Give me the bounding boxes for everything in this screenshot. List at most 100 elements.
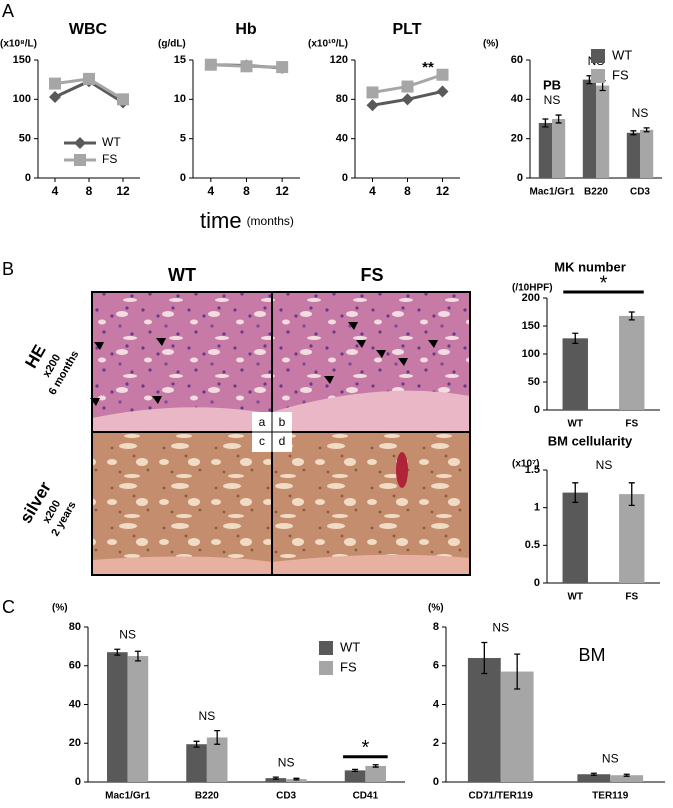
bar: [552, 119, 566, 178]
annotation: *: [361, 737, 369, 759]
y-tick-label: 0: [180, 172, 186, 184]
annotation: NS: [544, 93, 561, 107]
y-tick-label: 100: [13, 93, 31, 105]
bar: [500, 671, 534, 782]
y-tick-label: 1.5: [525, 464, 540, 476]
y-tick-label: 120: [330, 54, 348, 66]
x-tick-label: 4: [369, 184, 376, 198]
legend-label: WT: [612, 47, 632, 62]
panel-label: A: [2, 1, 14, 21]
marker: [49, 90, 61, 103]
x-tick-label: 12: [275, 184, 289, 198]
x-tick-label: CD3: [276, 791, 296, 802]
marker: [276, 61, 289, 74]
error-bar: [542, 118, 549, 128]
error-bar: [114, 648, 121, 656]
error-bar: [555, 114, 562, 124]
x-tick-label: 8: [243, 184, 250, 198]
tile-label: c: [259, 434, 265, 448]
legend-swatch: [591, 49, 605, 63]
legend-label: FS: [102, 152, 117, 166]
y-tick-label: 60: [69, 660, 81, 672]
bar: [577, 774, 611, 782]
bone: [92, 556, 272, 575]
x-tick-label: 8: [86, 184, 93, 198]
annotation: NS: [119, 627, 136, 641]
marker: [240, 60, 253, 73]
y-tick-label: 0: [517, 172, 523, 184]
bone: [272, 390, 470, 432]
bar: [610, 775, 644, 782]
x-tick-label: FS: [625, 592, 638, 603]
error-bar: [628, 482, 635, 507]
annotation: NS: [199, 709, 216, 723]
row-label: silver x200 2 years: [16, 478, 79, 538]
y-unit: (/10HPF): [512, 283, 553, 294]
x-tick-label: WT: [567, 419, 583, 430]
x-axis-title-main: time: [200, 208, 242, 233]
column-header: FS: [360, 265, 383, 285]
x-tick-label: 8: [404, 184, 411, 198]
y-unit: (x10⁷): [512, 459, 539, 470]
bar: [626, 132, 640, 178]
x-tick-label: Mac1/Gr1: [105, 791, 150, 802]
x-tick-label: 12: [436, 184, 450, 198]
marker: [83, 72, 95, 85]
x-tick-label: CD3: [630, 187, 650, 198]
marker: [366, 86, 379, 99]
marker: [117, 93, 129, 106]
y-tick-label: 1: [534, 502, 540, 514]
legend-swatch: [319, 641, 333, 655]
chart-title: Hb: [235, 21, 257, 38]
error-bar: [514, 653, 521, 690]
annotation: NS: [632, 106, 649, 120]
annotation: **: [422, 59, 434, 76]
y-tick-label: 150: [13, 54, 31, 66]
marker: [204, 58, 217, 71]
x-tick-label: B220: [195, 791, 219, 802]
y-tick-label: 2: [433, 737, 439, 749]
y-tick-label: 80: [69, 621, 81, 633]
annotation: NS: [492, 621, 509, 635]
y-tick-label: 80: [336, 93, 348, 105]
bar: [582, 79, 596, 178]
vessel: [396, 452, 408, 488]
error-bar: [293, 777, 300, 781]
y-tick-label: 0: [534, 577, 540, 589]
bar: [596, 85, 610, 178]
marker: [401, 80, 414, 93]
y-tick-label: 20: [69, 737, 81, 749]
legend-label: FS: [612, 67, 629, 82]
y-tick-label: 10: [174, 93, 186, 105]
annotation: NS: [278, 755, 295, 769]
bar: [107, 652, 128, 782]
panel-label: B: [2, 259, 14, 279]
row-label: HE x200 6 months: [21, 342, 81, 398]
x-axis-title-unit: (months): [247, 214, 294, 228]
marker: [436, 85, 449, 98]
error-bar: [193, 740, 200, 748]
y-tick-label: 4: [433, 698, 440, 710]
bar: [538, 122, 552, 178]
y-tick-label: 6: [433, 660, 439, 672]
x-tick-label: B220: [584, 187, 608, 198]
column-header: WT: [168, 265, 196, 285]
bar: [206, 737, 228, 782]
y-tick-label: 40: [336, 133, 348, 145]
y-tick-label: 0: [25, 172, 31, 184]
y-tick-label: 100: [522, 348, 540, 360]
error-bar: [352, 768, 359, 772]
bar: [365, 765, 386, 782]
y-tick-label: 0.5: [525, 539, 540, 551]
y-unit: (g/dL): [158, 39, 186, 50]
y-unit: (%): [483, 39, 499, 50]
bar: [265, 778, 287, 782]
annotation: *: [600, 272, 608, 294]
bar: [562, 492, 588, 583]
marker: [74, 154, 86, 166]
bar: [467, 658, 501, 782]
chart-title: BM cellularity: [548, 433, 633, 448]
bar: [619, 315, 645, 410]
y-tick-label: 0: [342, 172, 348, 184]
